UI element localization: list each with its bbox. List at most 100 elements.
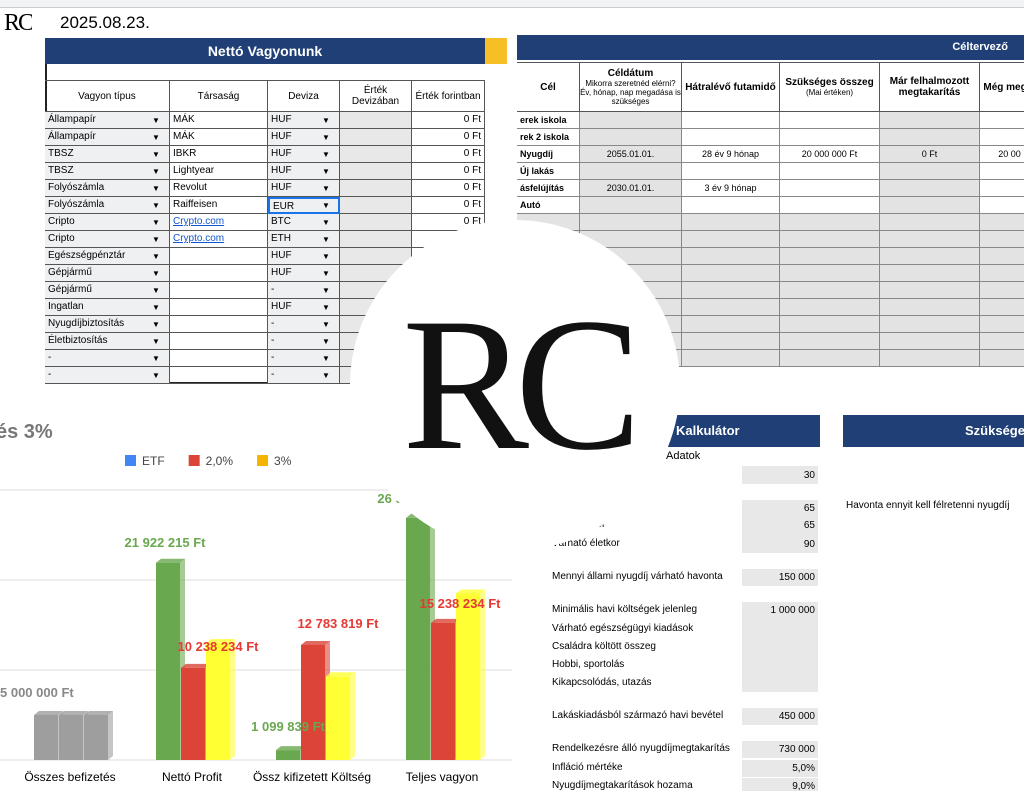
- calculator-label: Mennyi állami nyugdíj várható havonta: [552, 571, 723, 582]
- goal-cell: 2055.01.01.: [580, 146, 682, 163]
- table-cell: [340, 231, 412, 248]
- goal-cell: [780, 299, 880, 316]
- bar-side: [230, 639, 235, 760]
- goal-cell: [780, 214, 880, 231]
- goal-cell: [682, 214, 780, 231]
- table-cell: -: [45, 350, 170, 367]
- goal-cell: [880, 163, 980, 180]
- goal-header: Hátralévő futamidő: [682, 62, 780, 112]
- calculator-section: Adatok: [666, 450, 701, 462]
- goal-cell: [682, 282, 780, 299]
- goal-cell: [780, 231, 880, 248]
- column-header: Érték Devizában: [340, 80, 412, 112]
- goal-cell: Autó: [517, 197, 580, 214]
- x-tick-label: Összes befizetés: [24, 770, 115, 784]
- goal-cell: [580, 231, 682, 248]
- big-logo: RC: [402, 290, 641, 480]
- bar-side: [350, 672, 355, 760]
- calculator-label: Lakáskiadásból származó havi bevétel: [552, 710, 724, 721]
- x-tick-label: Nettó Profit: [162, 770, 223, 784]
- table-cell: Nyugdíjbiztosítás: [45, 316, 170, 333]
- table-cell: [340, 248, 412, 265]
- bar-top: [34, 711, 63, 715]
- calculator-value: 1 000 000: [742, 602, 818, 619]
- logo-circle: [350, 220, 680, 550]
- table-cell: [170, 265, 268, 282]
- table-cell: [170, 299, 268, 316]
- dropdown-arrow: ▼: [152, 218, 160, 227]
- goal-cell: [980, 299, 1024, 316]
- goal-cell: [780, 180, 880, 197]
- calculator-value: 5,0%: [742, 760, 818, 777]
- table-cell: Folyószámla: [45, 197, 170, 214]
- goal-cell: [980, 129, 1024, 146]
- table-cell: TBSZ: [45, 163, 170, 180]
- table-cell: 0 Ft: [412, 146, 485, 163]
- calculator-value: 730 000: [742, 741, 818, 758]
- goal-cell: [980, 248, 1024, 265]
- bar: [431, 622, 455, 760]
- goal-header-main: Cél: [540, 81, 556, 93]
- bar-top: [84, 711, 113, 715]
- table-cell: [170, 350, 268, 367]
- goal-cell: 20 00: [980, 146, 1024, 163]
- table-cell: Cripto: [45, 214, 170, 231]
- legend-swatch: [125, 455, 136, 466]
- goal-cell: [880, 231, 980, 248]
- goal-cell: [980, 265, 1024, 282]
- calculator-value: 9,0%: [742, 778, 818, 791]
- bar-top: [59, 711, 88, 715]
- table-cell: Revolut: [170, 180, 268, 197]
- goal-cell: [880, 197, 980, 214]
- table-cell: Életbiztosítás: [45, 333, 170, 350]
- data-label: 15 238 234 Ft: [420, 596, 502, 611]
- goal-cell: [880, 333, 980, 350]
- goal-cell: [980, 112, 1024, 129]
- dropdown-arrow: ▼: [322, 337, 330, 346]
- table-cell: [340, 146, 412, 163]
- goal-cell: [682, 163, 780, 180]
- dropdown-arrow: ▼: [322, 303, 330, 312]
- goal-header-main: Szükséges összeg: [785, 77, 874, 88]
- dropdown-arrow: ▼: [152, 286, 160, 295]
- dropdown-arrow: ▼: [152, 269, 160, 278]
- column-header: Társaság: [170, 80, 268, 112]
- table-cell: Egészségpénztár: [45, 248, 170, 265]
- calculator-value: 65: [742, 517, 818, 534]
- bar: [34, 715, 58, 760]
- goal-cell: [780, 282, 880, 299]
- dropdown-arrow: ▼: [322, 235, 330, 244]
- dropdown-arrow: ▼: [152, 303, 160, 312]
- bar: [406, 517, 430, 760]
- table-cell: 0 Ft: [412, 129, 485, 146]
- table-cell: Állampapír: [45, 112, 170, 129]
- legend-swatch: [257, 455, 269, 466]
- table-cell: 0 Ft: [412, 180, 485, 197]
- needed-title: Szükséges: [843, 415, 1024, 447]
- bar-side: [480, 589, 485, 760]
- goal-header: Szükséges összeg (Mai értéken): [780, 62, 880, 112]
- goal-cell: [980, 231, 1024, 248]
- data-label: 12 783 819 Ft: [298, 616, 380, 631]
- goal-cell: [780, 265, 880, 282]
- x-tick-label: Össz kifizetett Költség: [253, 770, 371, 784]
- goal-cell: Nyugdíj: [517, 146, 580, 163]
- goal-cell: [682, 248, 780, 265]
- goal-cell: [682, 299, 780, 316]
- calculator-label: Rendelkezésre álló nyugdíjmegtakarítás: [552, 743, 730, 754]
- goal-header-sub: (Mai értéken): [805, 88, 854, 97]
- table-cell: HUF: [268, 299, 340, 316]
- dropdown-arrow: ▼: [152, 116, 160, 125]
- dropdown-arrow: ▼: [152, 235, 160, 244]
- table-cell: Gépjármű: [45, 265, 170, 282]
- column-header: Érték forintban: [412, 80, 485, 112]
- goal-cell: [580, 129, 682, 146]
- bar: [326, 676, 350, 760]
- goal-cell: [682, 265, 780, 282]
- needed-text: Havonta ennyit kell félretenni nyugdíj: [846, 500, 1010, 511]
- calculator-value: 150 000: [742, 569, 818, 586]
- data-label: 1 099 839 Ft: [251, 719, 325, 734]
- calculator-label: Kikapcsolódás, utazás: [552, 677, 652, 688]
- date: 2025.08.23.: [60, 13, 150, 32]
